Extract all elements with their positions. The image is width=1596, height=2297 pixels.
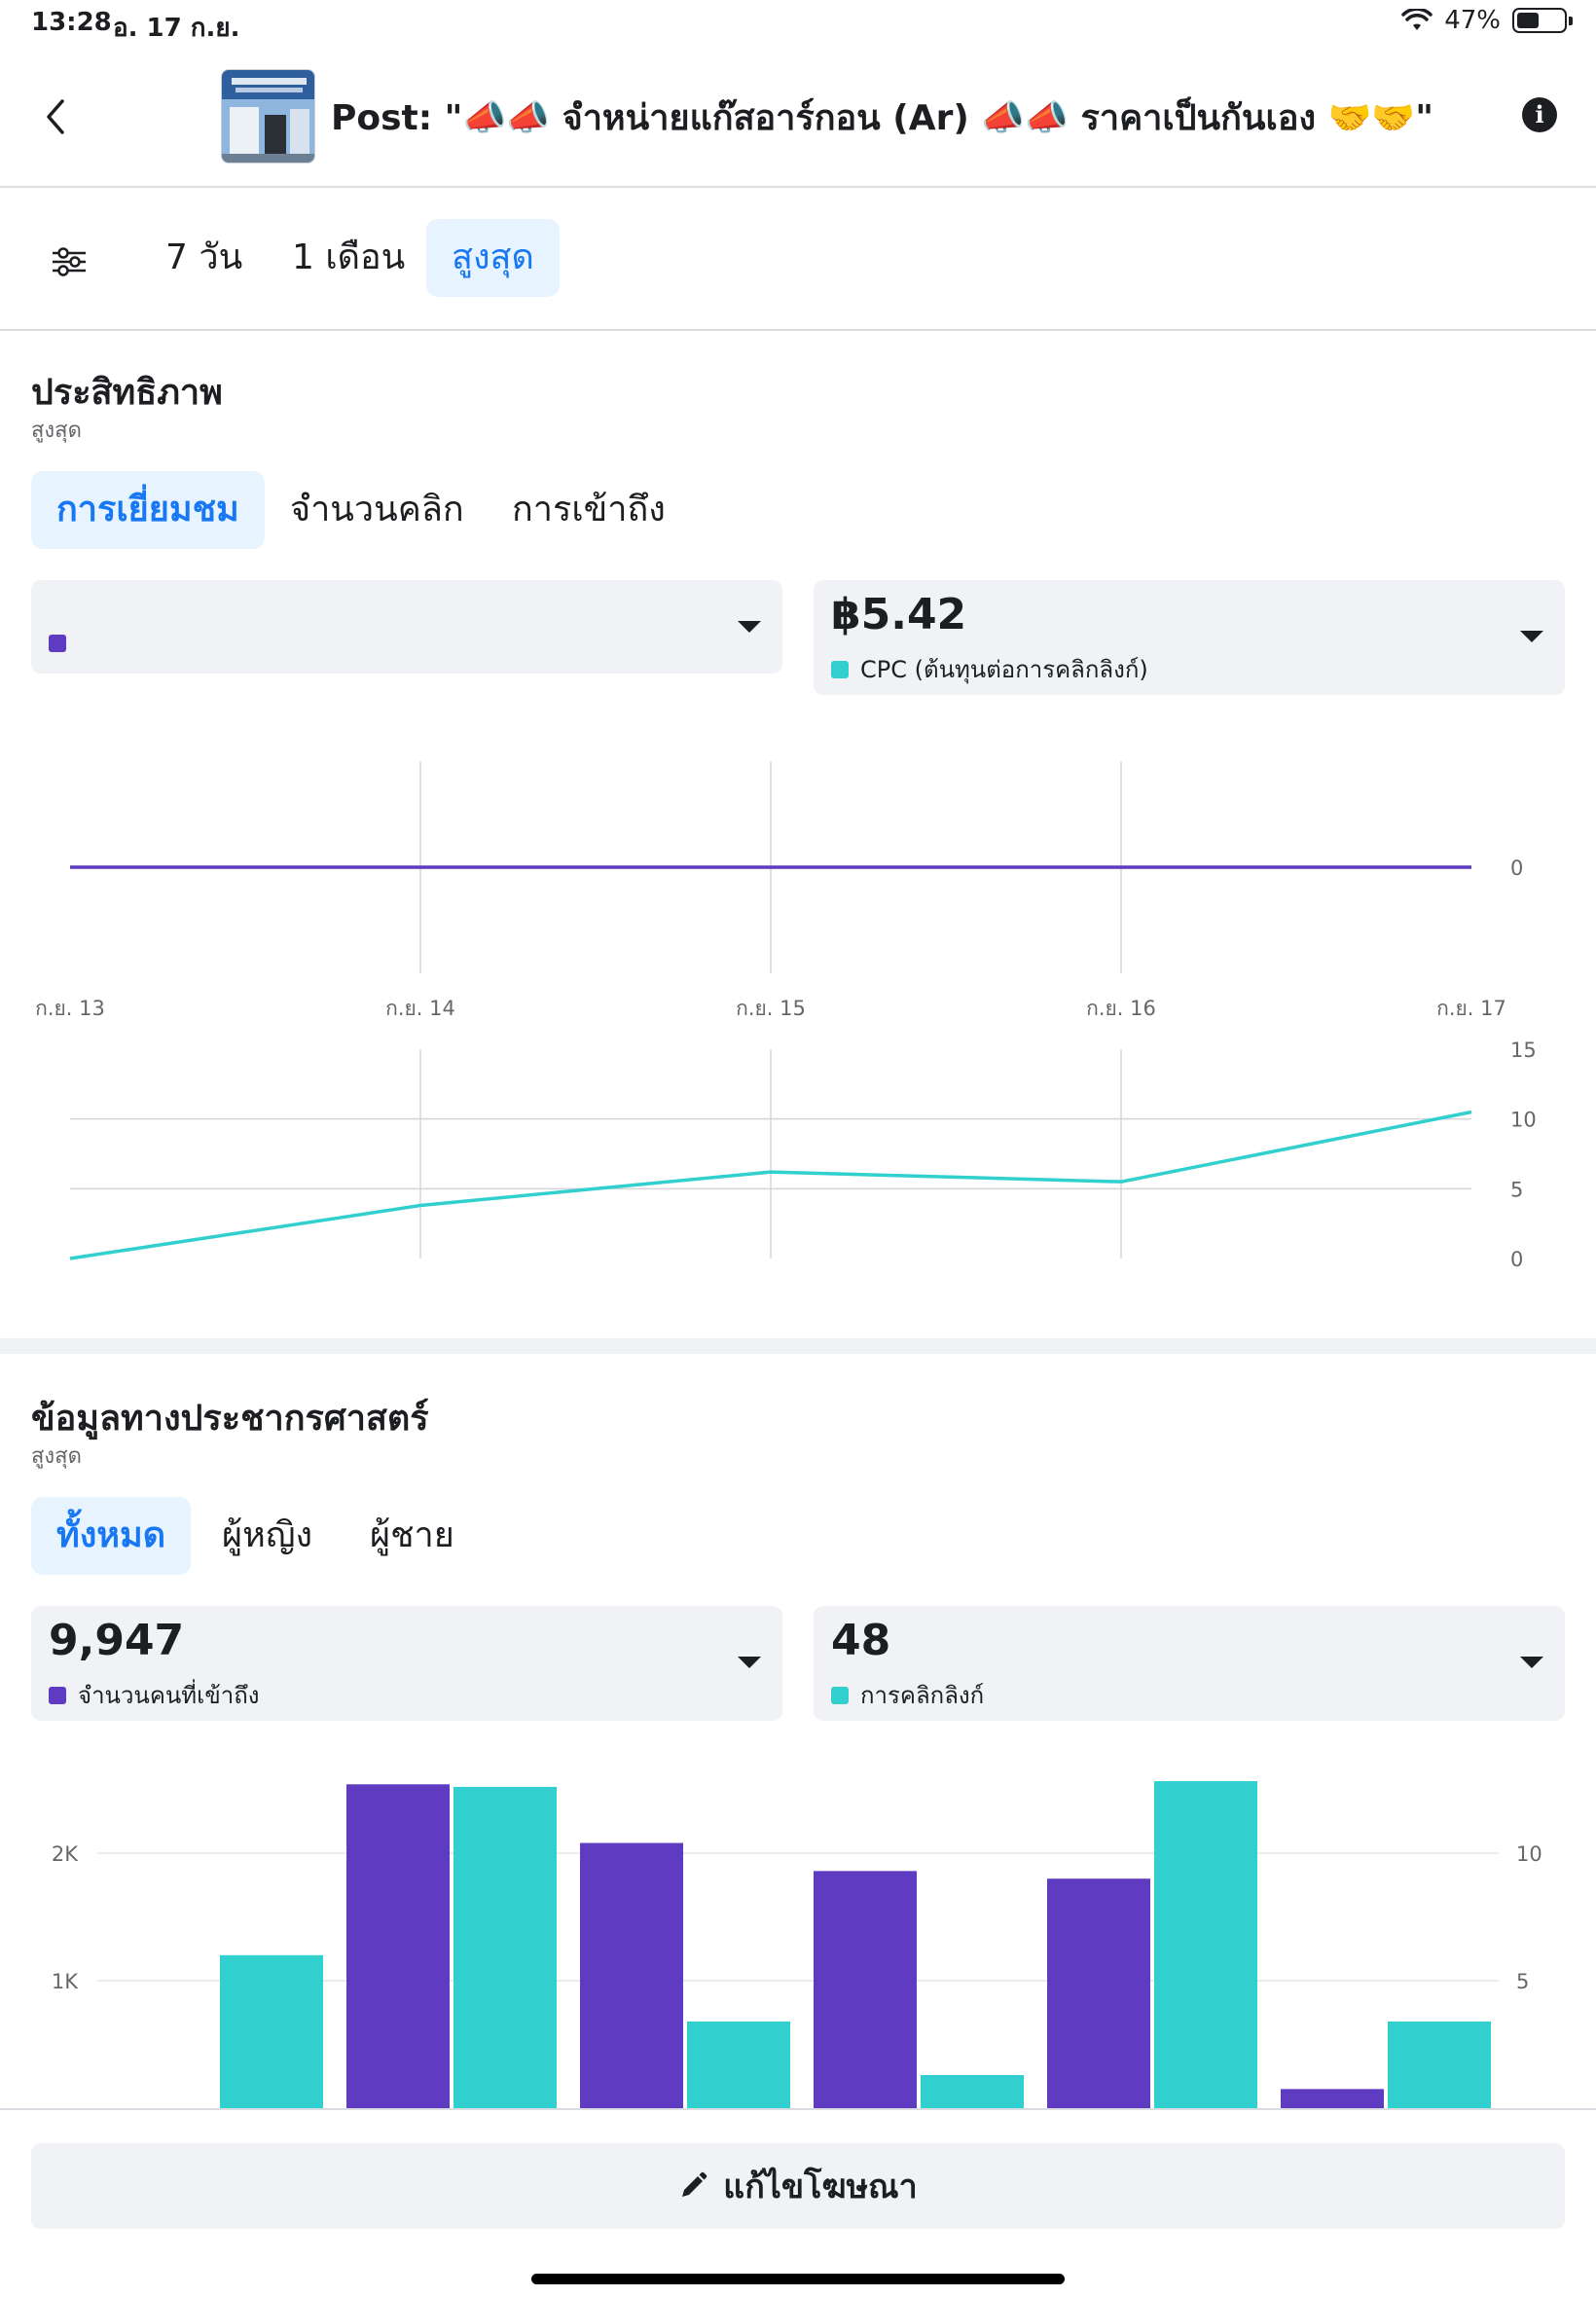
chevron-left-icon: [47, 99, 64, 134]
y-tick-label: 10: [1510, 1109, 1537, 1132]
metric-label: [49, 635, 78, 652]
x-tick-label: ก.ย. 15: [736, 997, 806, 1020]
tab-all[interactable]: ทั้งหมด: [31, 1497, 192, 1575]
demographics-title: ข้อมูลทางประชากรศาสตร์: [31, 1399, 429, 1439]
battery-icon: [1512, 8, 1573, 33]
bar-link-clicks: [1154, 1781, 1257, 2108]
pencil-icon: [682, 2171, 707, 2197]
wifi-icon: [1401, 9, 1433, 30]
range-tab-max[interactable]: สูงสุด: [426, 219, 560, 297]
range-tab-1m[interactable]: 1 เดือน: [292, 237, 406, 277]
range-tab-7d[interactable]: 7 วัน: [165, 237, 243, 277]
post-header: Post: "📣📣 จำหน่ายแก๊สอาร์กอน (Ar) 📣📣 ราค…: [0, 47, 1596, 188]
bar-reach: [1281, 2089, 1384, 2108]
y-tick-label: 0: [1510, 1248, 1523, 1271]
demographics-bar-chart: 3K2K1K15105: [52, 1781, 1542, 2108]
tab-women[interactable]: ผู้หญิง: [222, 1515, 313, 1555]
status-time: 13:28: [31, 8, 112, 37]
dropdown-caret-icon: [738, 621, 761, 633]
bar-link-clicks: [921, 2074, 1024, 2108]
x-tick-label: ก.ย. 17: [1436, 997, 1506, 1020]
bar-reach: [580, 1842, 683, 2108]
metric-selector-reach[interactable]: 9,947 จำนวนคนที่เข้าถึง: [31, 1606, 782, 1721]
x-tick-label: ก.ย. 13: [35, 997, 105, 1020]
date-range-bar: 7 วัน 1 เดือน สูงสุด: [0, 190, 1596, 331]
demographics-subtitle: สูงสุด: [31, 1444, 82, 1469]
bar-link-clicks: [453, 1786, 557, 2108]
metric-selector-right[interactable]: ฿5.42 CPC (ต้นทุนต่อการคลิกลิงก์): [814, 580, 1565, 695]
edit-ad-label: แก้ไขโฆษณา: [723, 2168, 918, 2206]
home-indicator: [531, 2274, 1065, 2284]
x-tick-label: ก.ย. 14: [385, 997, 455, 1020]
visits-line-chart: 0 ก.ย. 13 ก.ย. 14 ก.ย. 15 ก.ย. 16 ก.ย. 17: [35, 761, 1523, 1020]
series-line: [69, 1110, 1472, 1260]
x-tick-label: ก.ย. 16: [1086, 997, 1156, 1020]
post-thumbnail: [221, 69, 315, 164]
metric-value: ฿5.42: [831, 590, 967, 639]
back-button[interactable]: [39, 95, 78, 138]
metric-label: การคลิกลิงก์: [831, 1676, 984, 1714]
dropdown-caret-icon: [738, 1657, 761, 1668]
y-right-tick-label: 5: [1516, 1970, 1529, 1993]
filter-button[interactable]: [51, 244, 88, 279]
legend-swatch: [831, 660, 849, 678]
y-tick-label: 0: [1510, 857, 1523, 880]
y-right-tick-label: 10: [1516, 1842, 1542, 1866]
bar-reach: [346, 1784, 450, 2108]
performance-subtitle: สูงสุด: [31, 419, 82, 443]
info-button[interactable]: i: [1522, 97, 1557, 132]
metric-selector-link-clicks[interactable]: 48 การคลิกลิงก์: [814, 1606, 1565, 1721]
legend-swatch: [49, 1686, 66, 1704]
tab-men[interactable]: ผู้ชาย: [370, 1515, 454, 1555]
metric-value: 48: [831, 1616, 891, 1665]
metric-label: CPC (ต้นทุนต่อการคลิกลิงก์): [831, 650, 1148, 688]
y-left-tick-label: 1K: [52, 1970, 79, 1993]
bar-link-clicks: [687, 2021, 790, 2108]
metric-value: 9,947: [49, 1616, 185, 1665]
legend-swatch: [49, 635, 66, 652]
metric-selector-left[interactable]: [31, 580, 782, 674]
bar-reach: [814, 1871, 917, 2108]
battery-percent: 47%: [1444, 6, 1501, 35]
dropdown-caret-icon: [1520, 1657, 1543, 1668]
status-bar: 13:28 อ. 17 ก.ย. 47%: [0, 0, 1596, 47]
info-icon: i: [1535, 100, 1544, 128]
tab-clicks[interactable]: จำนวนคลิก: [290, 490, 464, 529]
y-left-tick-label: 2K: [52, 1842, 79, 1866]
edit-ad-button[interactable]: แก้ไขโฆษณา: [31, 2143, 1565, 2229]
sliders-icon: [53, 247, 86, 276]
status-indicators: 47%: [1401, 6, 1573, 35]
section-divider: [0, 1338, 1596, 1354]
bar-reach: [1047, 1878, 1150, 2108]
cpc-line-chart: 15 10 5 0: [69, 1039, 1537, 1271]
y-tick-label: 5: [1510, 1178, 1523, 1201]
dropdown-caret-icon: [1520, 631, 1543, 642]
bar-link-clicks: [1388, 2021, 1491, 2108]
performance-title: ประสิทธิภาพ: [31, 373, 223, 413]
legend-swatch: [831, 1686, 849, 1704]
post-title: Post: "📣📣 จำหน่ายแก๊สอาร์กอน (Ar) 📣📣 ราค…: [331, 98, 1433, 138]
metric-label: จำนวนคนที่เข้าถึง: [49, 1676, 259, 1714]
bar-link-clicks: [220, 1954, 323, 2108]
y-tick-label: 15: [1510, 1039, 1537, 1062]
battery-level: [1517, 13, 1539, 28]
tab-visits[interactable]: การเยี่ยมชม: [31, 471, 265, 549]
tab-reach[interactable]: การเข้าถึง: [512, 490, 666, 529]
bottom-action-bar: แก้ไขโฆษณา: [0, 2108, 1596, 2297]
status-date: อ. 17 ก.ย.: [113, 14, 240, 43]
